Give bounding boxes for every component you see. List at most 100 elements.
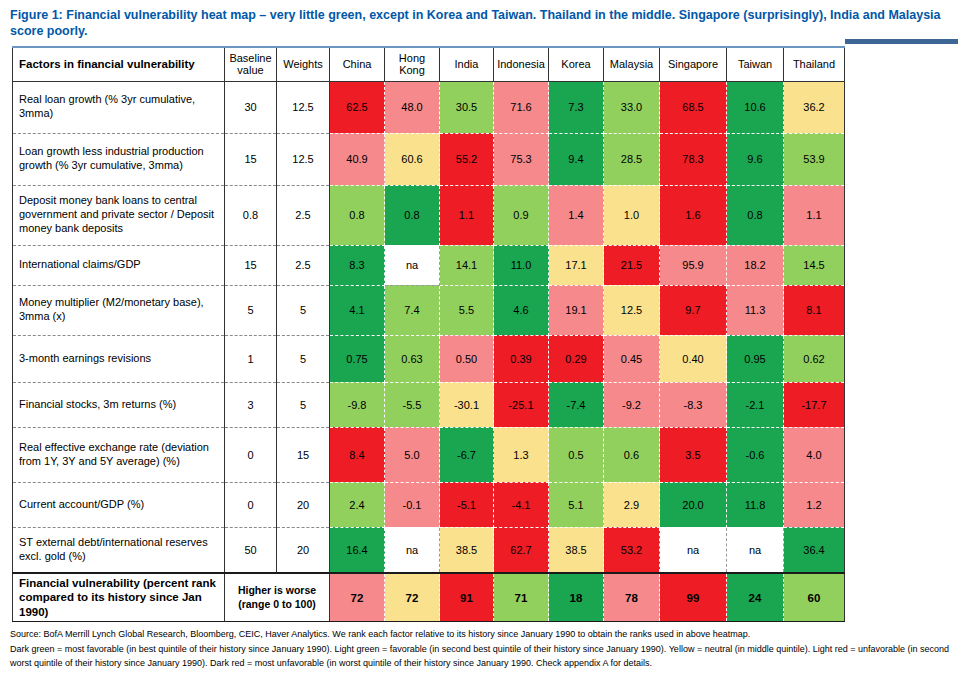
- heatmap-cell-korea: 38.5: [549, 527, 604, 573]
- factor-row: Money multiplier (M2/monetary base), 3mm…: [13, 285, 845, 335]
- heatmap-cell-malaysia: -9.2: [604, 382, 660, 427]
- heatmap-cell-hong-kong: na: [385, 245, 440, 285]
- column-header-singapore: Singapore: [660, 47, 727, 82]
- legend-note: Dark green = most favorable (in best qui…: [10, 643, 955, 671]
- heatmap-cell-singapore: 20.0: [660, 482, 727, 527]
- heatmap-cell-singapore: 9.7: [660, 285, 727, 335]
- factor-row: Real effective exchange rate (deviation …: [13, 427, 845, 482]
- weight-value: 2.5: [277, 185, 330, 245]
- heatmap-cell-indonesia: 62.7: [494, 527, 549, 573]
- heatmap-cell-india: -30.1: [440, 382, 494, 427]
- heatmap-table: Factors in financial vulnerabilityBaseli…: [12, 46, 845, 623]
- heatmap-cell-korea: 19.1: [549, 285, 604, 335]
- heatmap-cell-india: -5.1: [440, 482, 494, 527]
- factor-row: Current account/GDP (%)0202.4-0.1-5.1-4.…: [13, 482, 845, 527]
- heatmap-cell-malaysia: 0.45: [604, 335, 660, 382]
- total-cell-korea: 18: [549, 573, 604, 622]
- factor-row: International claims/GDP152.58.3na14.111…: [13, 245, 845, 285]
- column-header-baseline-value: Baseline value: [225, 47, 277, 82]
- heatmap-cell-china: 62.5: [330, 81, 385, 133]
- factor-label: International claims/GDP: [13, 245, 225, 285]
- column-header-korea: Korea: [549, 47, 604, 82]
- baseline-value: 15: [225, 133, 277, 185]
- column-header-indonesia: Indonesia: [494, 47, 549, 82]
- total-scale-note: Higher is worse (range 0 to 100): [225, 573, 330, 622]
- heatmap-cell-taiwan: -0.6: [727, 427, 784, 482]
- heatmap-cell-singapore: 0.40: [660, 335, 727, 382]
- heatmap-cell-india: 38.5: [440, 527, 494, 573]
- heatmap-cell-singapore: na: [660, 527, 727, 573]
- factor-label: Money multiplier (M2/monetary base), 3mm…: [13, 285, 225, 335]
- heatmap-cell-korea: 1.4: [549, 185, 604, 245]
- weight-value: 2.5: [277, 245, 330, 285]
- heatmap-cell-china: 4.1: [330, 285, 385, 335]
- heatmap-cell-indonesia: 0.39: [494, 335, 549, 382]
- heatmap-cell-thailand: 1.1: [784, 185, 845, 245]
- total-row: Financial vulnerability (percent rank co…: [13, 573, 845, 622]
- heatmap-cell-malaysia: 1.0: [604, 185, 660, 245]
- baseline-value: 5: [225, 285, 277, 335]
- header-rule: [845, 39, 958, 44]
- weight-value: 5: [277, 335, 330, 382]
- factor-label: Financial stocks, 3m returns (%): [13, 382, 225, 427]
- heatmap-cell-indonesia: 0.9: [494, 185, 549, 245]
- factor-row: Loan growth less industrial production g…: [13, 133, 845, 185]
- heatmap-cell-singapore: -8.3: [660, 382, 727, 427]
- column-header-factors-in-financial-vulnerability: Factors in financial vulnerability: [13, 47, 225, 82]
- column-header-thailand: Thailand: [784, 47, 845, 82]
- column-header-india: India: [440, 47, 494, 82]
- heatmap-cell-taiwan: 0.95: [727, 335, 784, 382]
- heatmap-cell-india: -6.7: [440, 427, 494, 482]
- weight-value: 15: [277, 427, 330, 482]
- heatmap-cell-china: 0.75: [330, 335, 385, 382]
- heatmap-cell-taiwan: 0.8: [727, 185, 784, 245]
- heatmap-cell-indonesia: 1.3: [494, 427, 549, 482]
- factor-row: Real loan growth (% 3yr cumulative, 3mma…: [13, 81, 845, 133]
- heatmap-cell-korea: 9.4: [549, 133, 604, 185]
- heatmap-cell-singapore: 68.5: [660, 81, 727, 133]
- heatmap-cell-thailand: 36.2: [784, 81, 845, 133]
- heatmap-cell-india: 14.1: [440, 245, 494, 285]
- factor-label: Real loan growth (% 3yr cumulative, 3mma…: [13, 81, 225, 133]
- heatmap-cell-hong-kong: -0.1: [385, 482, 440, 527]
- column-header-china: China: [330, 47, 385, 82]
- heatmap-cell-malaysia: 12.5: [604, 285, 660, 335]
- heatmap-cell-thailand: 36.4: [784, 527, 845, 573]
- weight-value: 5: [277, 285, 330, 335]
- heatmap-cell-malaysia: 53.2: [604, 527, 660, 573]
- figure-title: Figure 1: Financial vulnerability heat m…: [0, 0, 960, 44]
- source-note: Source: BofA Merrill Lynch Global Resear…: [10, 628, 955, 642]
- heatmap-cell-taiwan: -2.1: [727, 382, 784, 427]
- heatmap-cell-thailand: 53.9: [784, 133, 845, 185]
- baseline-value: 0: [225, 482, 277, 527]
- column-header-malaysia: Malaysia: [604, 47, 660, 82]
- weight-value: 5: [277, 382, 330, 427]
- baseline-value: 30: [225, 81, 277, 133]
- baseline-value: 0.8: [225, 185, 277, 245]
- factor-row: Financial stocks, 3m returns (%)35-9.8-5…: [13, 382, 845, 427]
- factor-row: Deposit money bank loans to central gove…: [13, 185, 845, 245]
- heatmap-cell-india: 1.1: [440, 185, 494, 245]
- weight-value: 20: [277, 527, 330, 573]
- heatmap-cell-malaysia: 0.6: [604, 427, 660, 482]
- heatmap-cell-hong-kong: 60.6: [385, 133, 440, 185]
- factor-label: ST external debt/international reserves …: [13, 527, 225, 573]
- total-cell-malaysia: 78: [604, 573, 660, 622]
- heatmap-cell-malaysia: 21.5: [604, 245, 660, 285]
- heatmap-cell-malaysia: 2.9: [604, 482, 660, 527]
- heatmap-cell-korea: -7.4: [549, 382, 604, 427]
- heatmap-cell-indonesia: 11.0: [494, 245, 549, 285]
- total-cell-thailand: 60: [784, 573, 845, 622]
- heatmap-cell-korea: 17.1: [549, 245, 604, 285]
- baseline-value: 50: [225, 527, 277, 573]
- factor-row: ST external debt/international reserves …: [13, 527, 845, 573]
- heatmap-cell-taiwan: na: [727, 527, 784, 573]
- heatmap-cell-korea: 5.1: [549, 482, 604, 527]
- heatmap-cell-indonesia: -4.1: [494, 482, 549, 527]
- factor-label: Loan growth less industrial production g…: [13, 133, 225, 185]
- total-cell-china: 72: [330, 573, 385, 622]
- heatmap-cell-india: 30.5: [440, 81, 494, 133]
- total-cell-india: 91: [440, 573, 494, 622]
- heatmap-cell-thailand: 0.62: [784, 335, 845, 382]
- heatmap-cell-india: 0.50: [440, 335, 494, 382]
